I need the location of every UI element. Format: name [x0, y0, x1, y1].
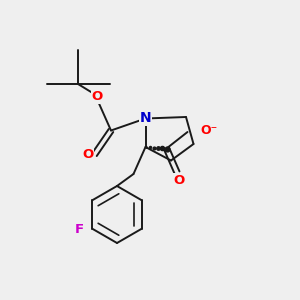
Text: F: F [75, 223, 84, 236]
Text: O: O [173, 173, 184, 187]
Text: O: O [92, 90, 103, 104]
Text: N: N [140, 112, 151, 125]
Text: O: O [82, 148, 94, 161]
Text: O⁻: O⁻ [200, 124, 217, 137]
